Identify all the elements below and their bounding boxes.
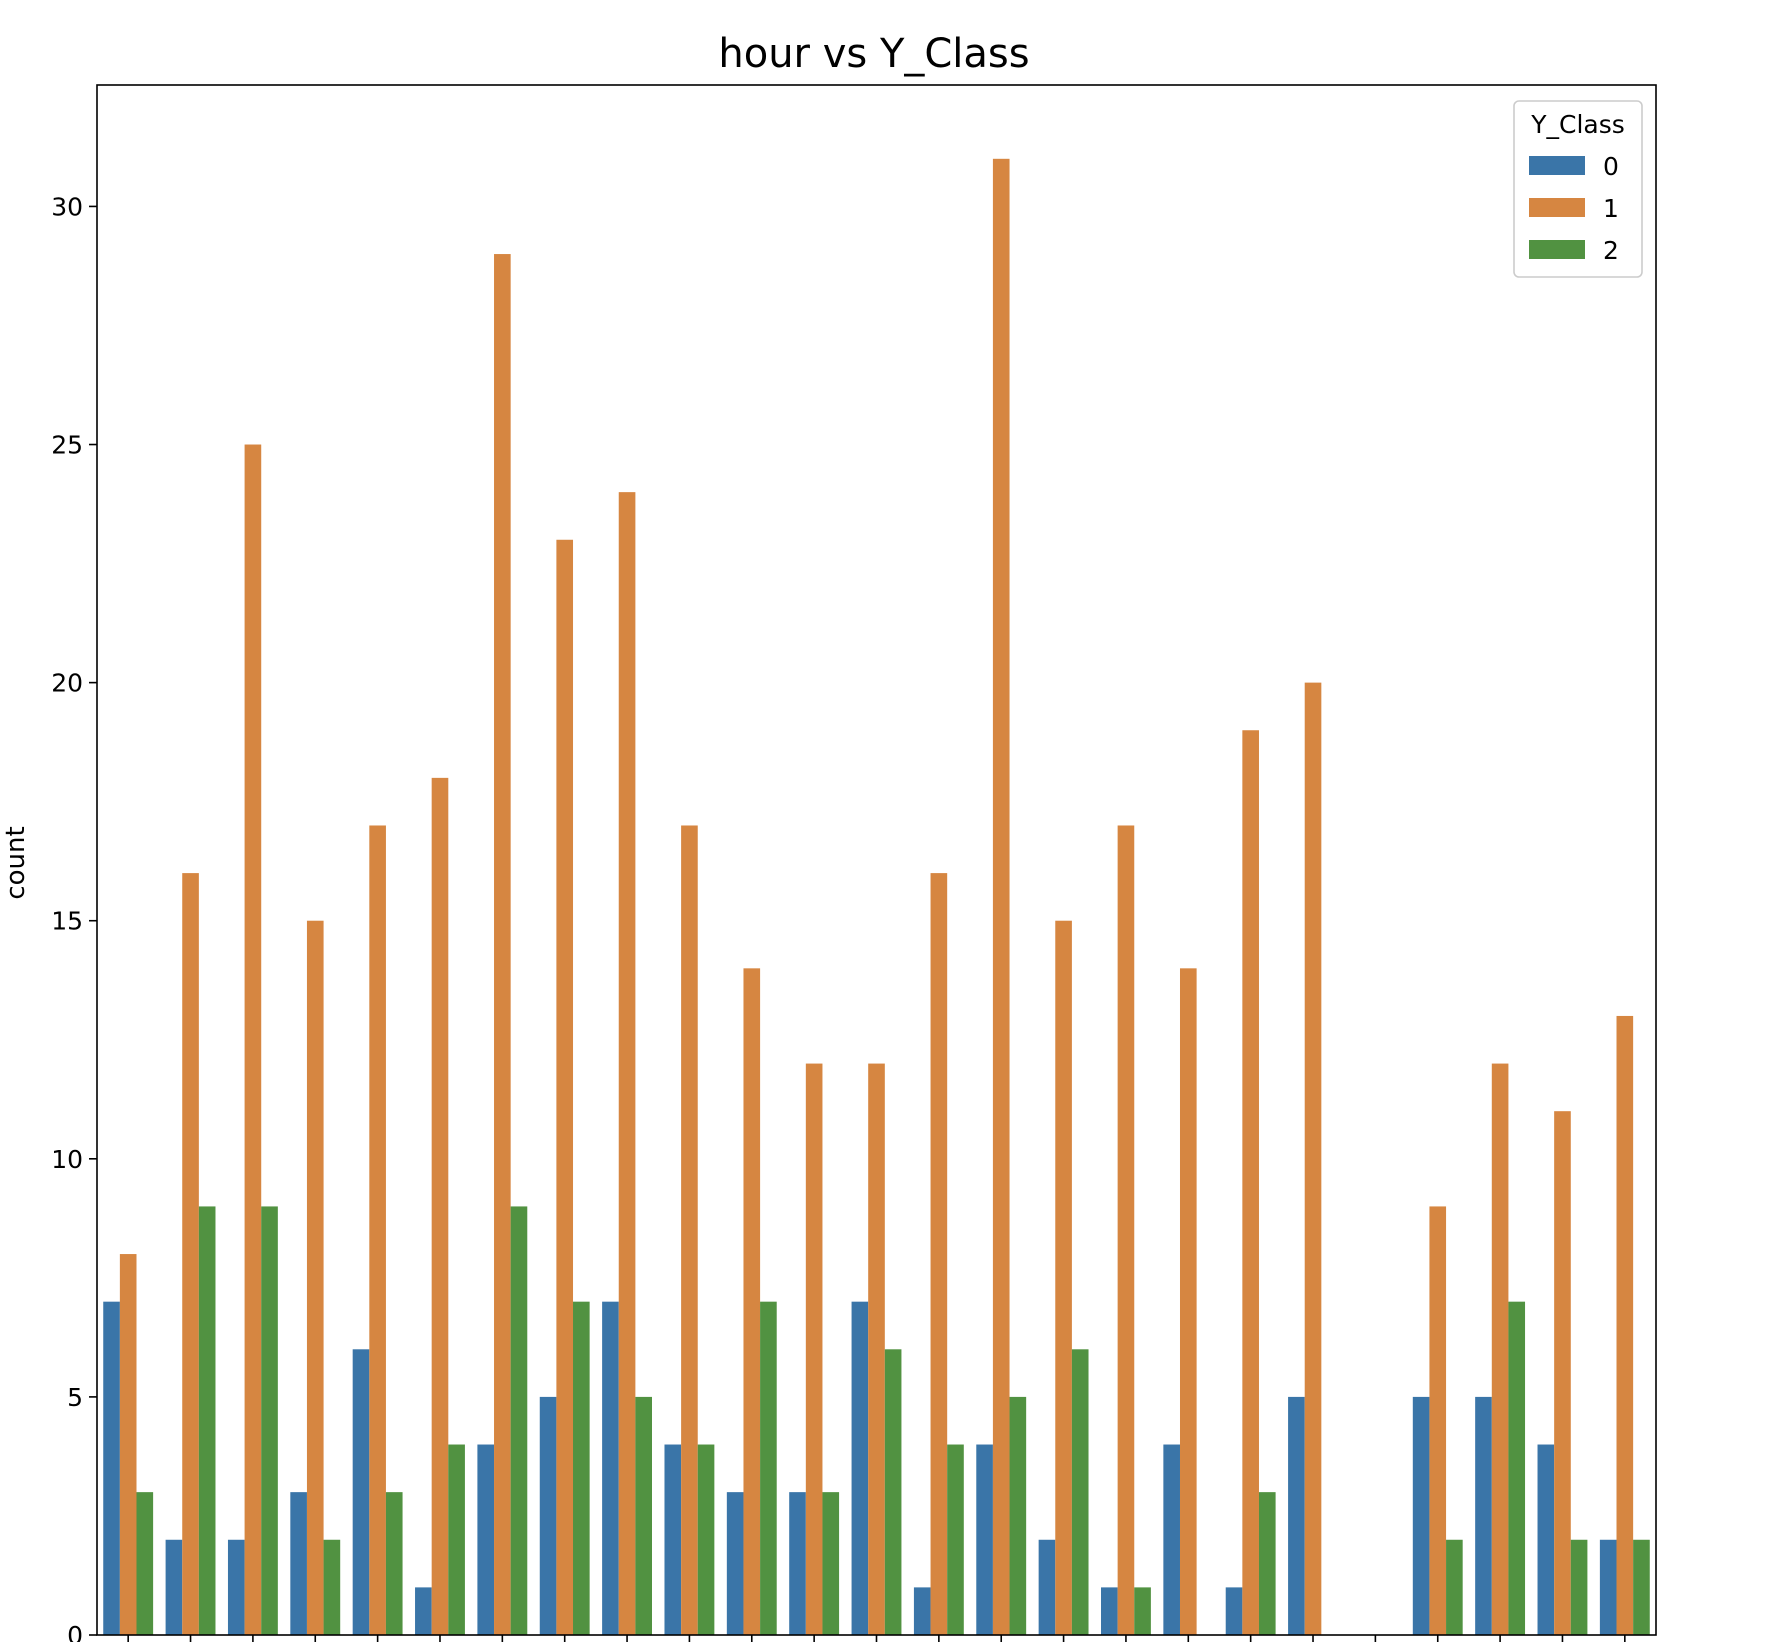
legend-label-2: 2: [1603, 236, 1619, 265]
bar-series-1-group-7: [556, 539, 574, 1635]
bar-series-0-group-19: [1288, 1396, 1305, 1635]
bar-series-1-group-19: [1304, 682, 1322, 1635]
bar-series-0-group-22: [1475, 1396, 1492, 1635]
bar-series-1-group-23: [1554, 1111, 1571, 1635]
y-tick-label: 30: [51, 192, 83, 221]
bar-series-1-group-22: [1491, 1063, 1509, 1635]
y-tick-label: 10: [51, 1145, 83, 1174]
bar-series-1-group-2: [244, 444, 262, 1635]
bar-series-1-group-14: [992, 158, 1010, 1635]
bar-series-0-group-16: [1101, 1587, 1118, 1635]
bar-series-2-group-23: [1570, 1539, 1588, 1635]
bar-series-0-group-6: [477, 1444, 495, 1635]
y-tick-label: 5: [67, 1383, 83, 1412]
bar-series-0-group-11: [789, 1492, 806, 1635]
bar-series-2-group-15: [1071, 1349, 1089, 1635]
bar-series-1-group-4: [369, 825, 386, 1635]
bar-series-2-group-16: [1134, 1587, 1151, 1635]
bar-series-0-group-7: [539, 1396, 557, 1635]
bar-series-1-group-21: [1429, 1206, 1447, 1635]
bar-series-1-group-6: [494, 254, 511, 1635]
bar-series-0-group-9: [664, 1444, 682, 1635]
bar-series-2-group-2: [261, 1206, 278, 1635]
bar-series-0-group-0: [103, 1301, 120, 1635]
bar-series-1-group-9: [681, 825, 698, 1635]
legend-label-0: 0: [1603, 152, 1619, 181]
bar-series-0-group-5: [415, 1587, 432, 1635]
bar-series-2-group-5: [448, 1444, 465, 1635]
bar-series-0-group-4: [352, 1349, 370, 1635]
bar-series-0-group-24: [1599, 1539, 1617, 1635]
bar-series-1-group-5: [431, 777, 449, 1635]
bar-series-2-group-4: [385, 1492, 403, 1635]
bar-series-2-group-7: [573, 1301, 590, 1635]
bar-series-0-group-12: [851, 1301, 869, 1635]
bar-series-2-group-9: [697, 1444, 715, 1635]
chart-title: hour vs Y_Class: [718, 31, 1029, 77]
bar-series-0-group-21: [1412, 1396, 1430, 1635]
bar-series-2-group-12: [884, 1349, 902, 1635]
bar-series-1-group-18: [1242, 730, 1259, 1635]
bar-series-0-group-15: [1038, 1539, 1056, 1635]
bar-series-2-group-21: [1446, 1539, 1463, 1635]
bar-series-2-group-10: [760, 1301, 777, 1635]
bar-series-1-group-13: [930, 873, 948, 1635]
bar-series-1-group-17: [1179, 968, 1197, 1635]
legend-title: Y_Class: [1530, 110, 1625, 139]
legend: Y_Class 0 1 2: [1513, 100, 1643, 278]
bar-series-0-group-3: [290, 1492, 307, 1635]
legend-swatch-1: [1529, 198, 1585, 217]
bar-series-0-group-18: [1225, 1587, 1243, 1635]
bar-series-1-group-3: [306, 920, 324, 1635]
bar-series-1-group-15: [1055, 920, 1072, 1635]
bar-series-2-group-18: [1258, 1492, 1276, 1635]
legend-swatch-0: [1529, 156, 1585, 175]
bar-series-0-group-10: [726, 1492, 744, 1635]
y-axis-label: count: [1, 826, 31, 899]
bar-series-2-group-14: [1009, 1396, 1027, 1635]
bar-series-2-group-0: [136, 1492, 154, 1635]
bars-layer: [103, 158, 1650, 1635]
y-tick-label: 0: [67, 1621, 83, 1642]
bar-series-2-group-1: [198, 1206, 216, 1635]
bar-series-1-group-12: [868, 1063, 885, 1635]
legend-swatch-2: [1529, 240, 1585, 259]
bar-series-1-group-8: [618, 492, 636, 1635]
legend-box: [1513, 100, 1643, 278]
bar-series-1-group-0: [119, 1254, 137, 1635]
bar-series-2-group-8: [635, 1396, 652, 1635]
bar-series-1-group-16: [1117, 825, 1135, 1635]
bar-series-2-group-24: [1633, 1539, 1650, 1635]
legend-label-1: 1: [1603, 194, 1619, 223]
bar-series-0-group-14: [976, 1444, 993, 1635]
y-tick-label: 25: [51, 431, 83, 460]
bar-series-2-group-11: [822, 1492, 840, 1635]
bar-series-1-group-11: [805, 1063, 823, 1635]
bar-series-1-group-10: [743, 968, 761, 1635]
bar-series-0-group-1: [165, 1539, 183, 1635]
bar-series-0-group-17: [1163, 1444, 1180, 1635]
bar-series-0-group-8: [602, 1301, 619, 1635]
bar-series-0-group-23: [1537, 1444, 1555, 1635]
bar-series-2-group-13: [947, 1444, 964, 1635]
bar-series-0-group-13: [913, 1587, 931, 1635]
y-tick-label: 15: [51, 907, 83, 936]
bar-series-1-group-24: [1616, 1015, 1634, 1635]
y-tick-label: 20: [51, 669, 83, 698]
bar-series-2-group-3: [323, 1539, 341, 1635]
bar-series-1-group-1: [182, 873, 199, 1635]
bar-series-0-group-2: [227, 1539, 245, 1635]
bar-series-2-group-22: [1508, 1301, 1526, 1635]
bar-series-2-group-6: [510, 1206, 528, 1635]
